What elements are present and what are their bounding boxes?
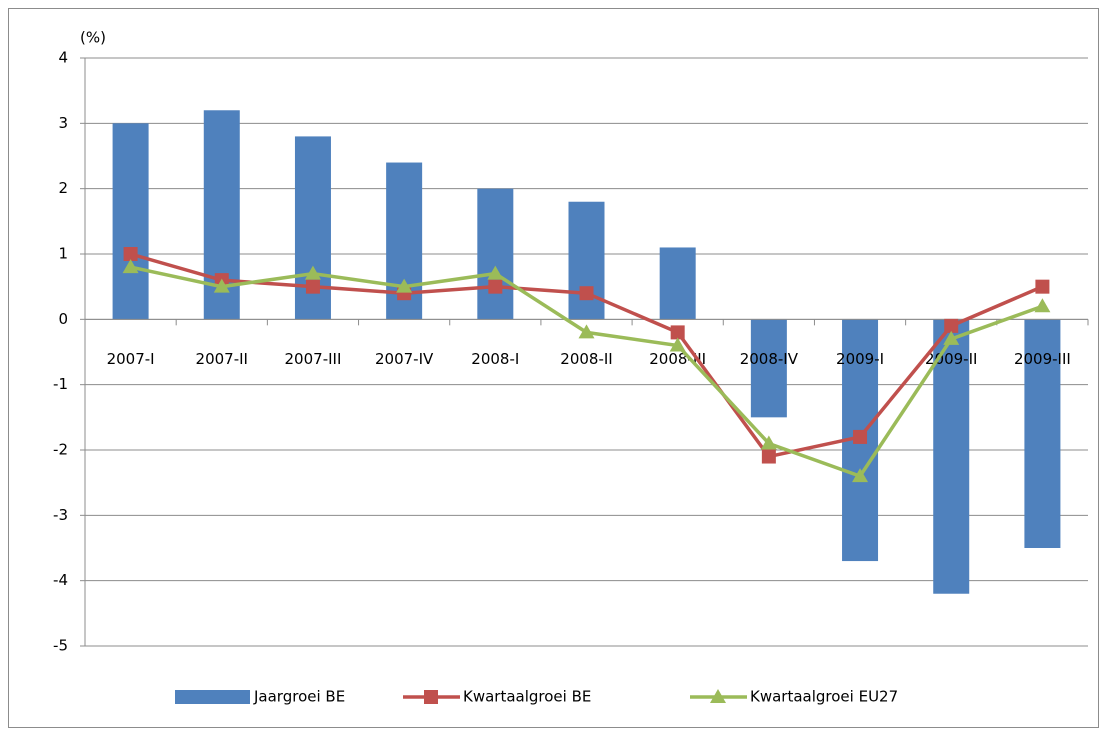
y-tick-label: 4 bbox=[58, 49, 68, 67]
marker bbox=[305, 279, 320, 294]
marker bbox=[579, 286, 594, 301]
y-tick-label: 0 bbox=[58, 310, 68, 328]
x-tick-label: 2009-I bbox=[836, 350, 884, 368]
marker bbox=[852, 468, 869, 483]
bar bbox=[112, 123, 149, 320]
legend-label: Kwartaalgroei EU27 bbox=[750, 688, 898, 706]
marker bbox=[578, 324, 595, 339]
bar bbox=[659, 247, 696, 320]
x-tick-label: 2007-I bbox=[107, 350, 155, 368]
y-tick-label: -5 bbox=[53, 637, 68, 655]
y-tick-label: -2 bbox=[53, 441, 68, 459]
x-tick-label: 2008-II bbox=[560, 350, 612, 368]
x-tick-label: 2008-IV bbox=[740, 350, 799, 368]
marker bbox=[123, 247, 138, 261]
legend-label: Kwartaalgroei BE bbox=[463, 688, 591, 706]
marker bbox=[761, 449, 776, 464]
y-tick-label: 1 bbox=[58, 245, 68, 263]
bar bbox=[750, 319, 787, 418]
y-tick-label: 3 bbox=[58, 114, 68, 132]
y-tick-label: -1 bbox=[53, 375, 68, 393]
x-tick-label: 2008-I bbox=[471, 350, 519, 368]
marker bbox=[304, 265, 321, 280]
marker bbox=[943, 330, 960, 345]
marker bbox=[760, 435, 777, 450]
legend-label: Jaargroei BE bbox=[253, 688, 345, 706]
marker bbox=[396, 278, 413, 293]
marker bbox=[669, 337, 686, 352]
y-axis-label: (%) bbox=[80, 29, 106, 47]
marker bbox=[853, 429, 868, 444]
marker bbox=[1035, 279, 1050, 294]
marker bbox=[488, 279, 503, 294]
legend-marker bbox=[424, 690, 438, 704]
legend-swatch bbox=[175, 690, 250, 704]
marker bbox=[944, 318, 959, 333]
y-tick-label: 2 bbox=[58, 179, 68, 197]
marker bbox=[1034, 298, 1051, 313]
bar bbox=[933, 319, 970, 594]
marker bbox=[487, 265, 504, 280]
x-tick-label: 2009-II bbox=[925, 350, 977, 368]
legend-marker bbox=[710, 689, 726, 703]
bar bbox=[477, 188, 514, 320]
y-tick-label: -3 bbox=[53, 506, 68, 524]
x-tick-label: 2007-III bbox=[285, 350, 342, 368]
marker bbox=[670, 325, 685, 340]
x-tick-label: 2007-II bbox=[196, 350, 248, 368]
x-tick-label: 2009-III bbox=[1014, 350, 1071, 368]
x-tick-label: 2007-IV bbox=[375, 350, 434, 368]
y-tick-label: -4 bbox=[53, 571, 68, 589]
bar bbox=[1024, 319, 1061, 548]
bar bbox=[568, 201, 605, 320]
marker bbox=[122, 259, 139, 274]
marker bbox=[213, 278, 230, 293]
